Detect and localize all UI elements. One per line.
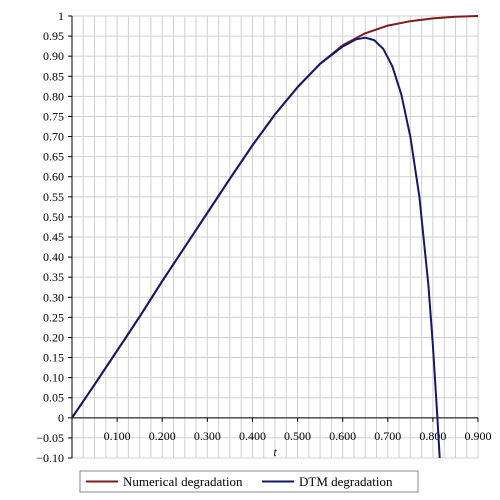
y-tick-label: 0.05 (43, 391, 64, 405)
y-tick-label: 0.25 (43, 310, 64, 324)
x-tick-label: 0.500 (284, 429, 311, 443)
y-tick-label: 0 (58, 411, 64, 425)
y-tick-label: 0.85 (43, 69, 64, 83)
legend-box (79, 470, 419, 493)
x-tick-label: 0.400 (239, 429, 266, 443)
y-tick-label: 0.95 (43, 29, 64, 43)
legend: Numerical degradation DTM degradation (79, 470, 419, 493)
y-tick-label: 0.65 (43, 150, 64, 164)
y-tick-label: 0.15 (43, 351, 64, 365)
y-tick-label: 0.10 (43, 371, 64, 385)
y-tick-label: 0.50 (43, 210, 64, 224)
x-tick-label: 0.600 (329, 429, 356, 443)
y-tick-label: 0.70 (43, 130, 64, 144)
y-tick-label: 0.20 (43, 330, 64, 344)
y-tick-label: 0.75 (43, 109, 64, 123)
legend-label-1: Numerical degradation (123, 474, 243, 489)
x-tick-label: 0.100 (104, 429, 131, 443)
y-tick-label: 1 (58, 9, 64, 23)
x-tick-label: 0.900 (465, 429, 492, 443)
x-tick-label: 0.800 (419, 429, 446, 443)
series-line-2 (71, 36, 441, 459)
x-axis-label: t (273, 445, 277, 459)
y-tick-label: 0.35 (43, 270, 64, 284)
y-tick-label: 0.55 (43, 190, 64, 204)
axes (68, 15, 479, 459)
y-tick-labels: 1 0.95 0.90 0.85 0.80 0.75 0.70 0.65 0.60 0.55 0.5… (36, 9, 64, 465)
y-tick-label: 0.45 (43, 230, 64, 244)
grid (72, 15, 479, 459)
legend-label-2: DTM degradation (299, 474, 393, 489)
y-tick-label: 0.90 (43, 49, 64, 63)
y-tick-label: 0.60 (43, 170, 64, 184)
y-tick-label: 0.80 (43, 89, 64, 103)
series-lines (71, 15, 479, 459)
x-tick-labels: 0.100 0.200 0.300 0.400 0.500 0.600 0.700 0.800… (104, 429, 492, 443)
x-tick-label: 0.700 (374, 429, 401, 443)
y-tick-label: 0.40 (43, 250, 64, 264)
y-tick-label: −0.10 (36, 451, 64, 465)
y-tick-label: 0.30 (43, 290, 64, 304)
y-tick-label: −0.05 (36, 431, 64, 445)
x-tick-label: 0.300 (194, 429, 221, 443)
x-tick-label: 0.200 (149, 429, 176, 443)
